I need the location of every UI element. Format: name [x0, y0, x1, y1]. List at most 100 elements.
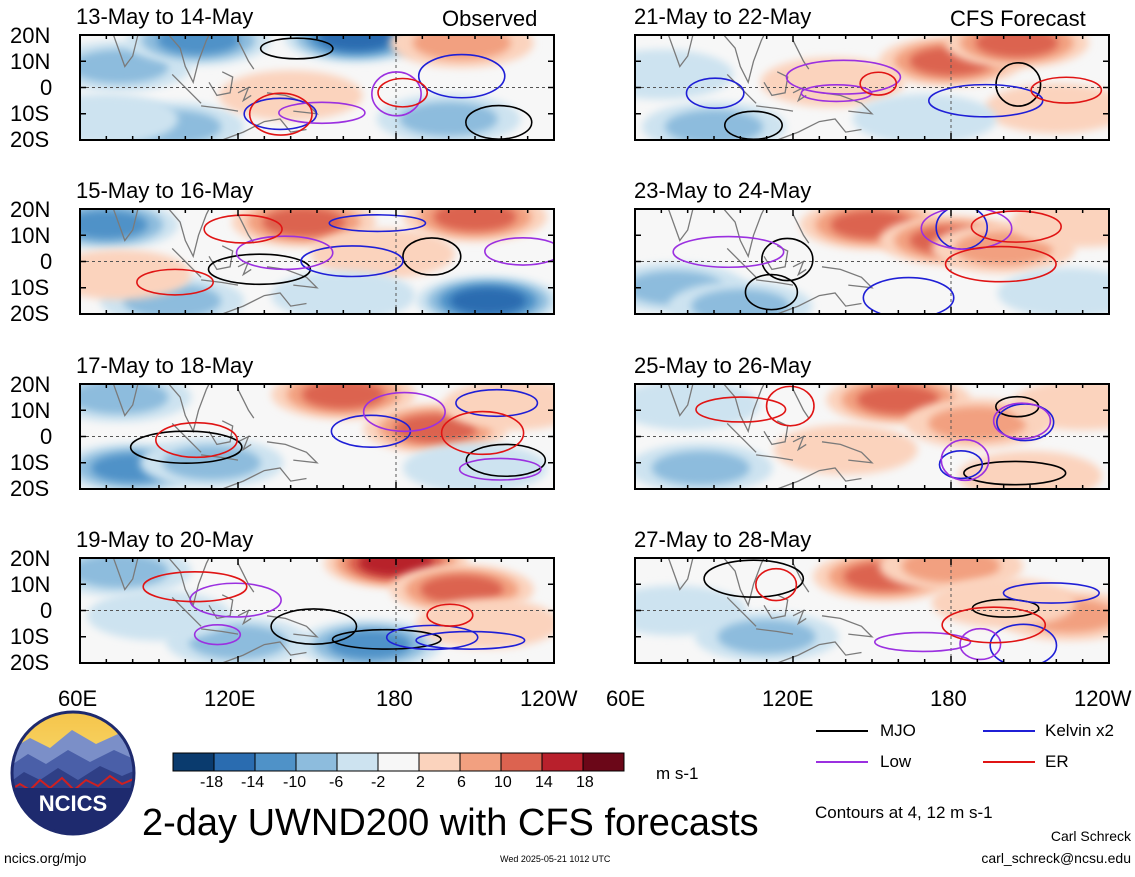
lat-tick-label: 10N [10, 572, 50, 598]
colorbar-tick-label: 14 [535, 774, 553, 792]
lat-tick-label: 20S [10, 127, 49, 153]
anomaly-shading [976, 29, 1059, 58]
lat-tick-label: 10S [10, 450, 49, 476]
colorbar-box [255, 753, 296, 771]
colorbar-box [378, 753, 419, 771]
anomaly-shading [589, 49, 733, 99]
anomaly-shading [652, 451, 750, 485]
anomaly-shading [434, 203, 517, 232]
colorbar-tick-label: 2 [416, 774, 425, 792]
anomaly-shading [998, 268, 1135, 318]
colorbar-tick-label: -2 [371, 774, 385, 792]
anomaly-shading [691, 289, 789, 323]
panel-title: 19-May to 20-May [76, 527, 253, 553]
legend-label-er: ER [1045, 752, 1069, 772]
ncics-logo: NCICS [10, 710, 136, 836]
lat-tick-label: 20S [10, 650, 49, 676]
panel-title: 15-May to 16-May [76, 178, 253, 204]
lon-tick-label: 120E [762, 686, 813, 712]
colorbar-box [214, 753, 255, 771]
colorbar-tick-label: -10 [283, 774, 306, 792]
legend-label-kelvin: Kelvin x2 [1045, 721, 1114, 741]
map-panel [603, 541, 1135, 667]
colorbar-box [583, 753, 624, 771]
contour-note: Contours at 4, 12 m s-1 [815, 803, 993, 823]
figure-title: 2-day UWND200 with CFS forecasts [142, 802, 759, 845]
lat-tick-label: 10N [10, 223, 50, 249]
anomaly-shading [71, 380, 169, 414]
map-panel [34, 13, 554, 152]
colorbar-tick-label: 10 [494, 774, 512, 792]
lat-tick-label: 20S [10, 476, 49, 502]
map-panel [603, 197, 1135, 331]
lat-tick-label: 10N [10, 398, 50, 424]
colorbar-box [419, 753, 460, 771]
colorbar-box [501, 753, 542, 771]
colorbar-tick-label: -14 [241, 774, 264, 792]
lon-tick-label: 120W [1074, 686, 1135, 712]
colorbar-tick-label: 6 [457, 774, 466, 792]
colorbar-box [337, 753, 378, 771]
anomaly-shading [443, 380, 587, 430]
timestamp: Wed 2025-05-21 1012 UTC [500, 854, 610, 864]
lat-tick-label: 10N [10, 49, 50, 75]
map-panel [48, 370, 587, 494]
colorbar-box [296, 753, 337, 771]
anomaly-shading [319, 25, 394, 51]
anomaly-shading [219, 70, 363, 120]
lat-tick-label: 10S [10, 275, 49, 301]
legend-label-low: Low [880, 752, 911, 772]
logo-text: NCICS [39, 791, 107, 816]
author-name: Carl Schreck [1051, 828, 1131, 844]
author-email: carl_schreck@ncsu.edu [981, 850, 1131, 866]
lat-tick-label: 0 [40, 424, 52, 450]
map-panel [589, 18, 1128, 152]
lat-tick-label: 20N [10, 197, 50, 223]
anomaly-shading [157, 26, 240, 55]
lat-tick-label: 10S [10, 101, 49, 127]
lat-tick-label: 20S [10, 301, 49, 327]
anomaly-shading [451, 288, 526, 314]
units-label: m s-1 [656, 764, 699, 784]
anomaly-shading [71, 554, 169, 588]
source-url: ncics.org/mjo [4, 850, 86, 866]
panel-title: 21-May to 22-May [634, 4, 811, 30]
colorbar-tick-label: -6 [329, 774, 343, 792]
legend-label-mjo: MJO [880, 721, 916, 741]
lat-tick-label: 0 [40, 598, 52, 624]
anomaly-shading [48, 250, 192, 300]
anomaly-shading [928, 406, 1026, 440]
observed-label: Observed [442, 6, 537, 32]
lon-tick-label: 60E [606, 686, 645, 712]
anomaly-shading [263, 208, 346, 237]
map-panel [34, 192, 561, 326]
anomaly-shading [718, 620, 816, 654]
colorbar-box [542, 753, 583, 771]
panel-title: 13-May to 14-May [76, 4, 253, 30]
colorbar-tick-label: 18 [576, 774, 594, 792]
anomaly-shading [65, 210, 148, 239]
panel-title: 23-May to 24-May [634, 178, 811, 204]
lat-tick-label: 20N [10, 546, 50, 572]
colorbar-box [460, 753, 501, 771]
cfs-forecast-label: CFS Forecast [950, 6, 1086, 32]
lon-tick-label: 180 [930, 686, 967, 712]
panel-title: 17-May to 18-May [76, 353, 253, 379]
map-panel [616, 375, 1135, 501]
lon-tick-label: 180 [376, 686, 413, 712]
colorbar-box [173, 753, 214, 771]
lon-tick-label: 120W [520, 686, 577, 712]
lat-tick-label: 10S [10, 624, 49, 650]
panel-title: 25-May to 26-May [634, 353, 811, 379]
panel-title: 27-May to 28-May [634, 527, 811, 553]
colorbar-tick-label: -18 [200, 774, 223, 792]
anomaly-shading [984, 84, 1128, 134]
lon-tick-label: 120E [204, 686, 255, 712]
lat-tick-label: 20N [10, 372, 50, 398]
lat-tick-label: 20N [10, 23, 50, 49]
anomaly-shading [774, 425, 918, 475]
lat-tick-label: 0 [40, 249, 52, 275]
lat-tick-label: 0 [40, 75, 52, 101]
